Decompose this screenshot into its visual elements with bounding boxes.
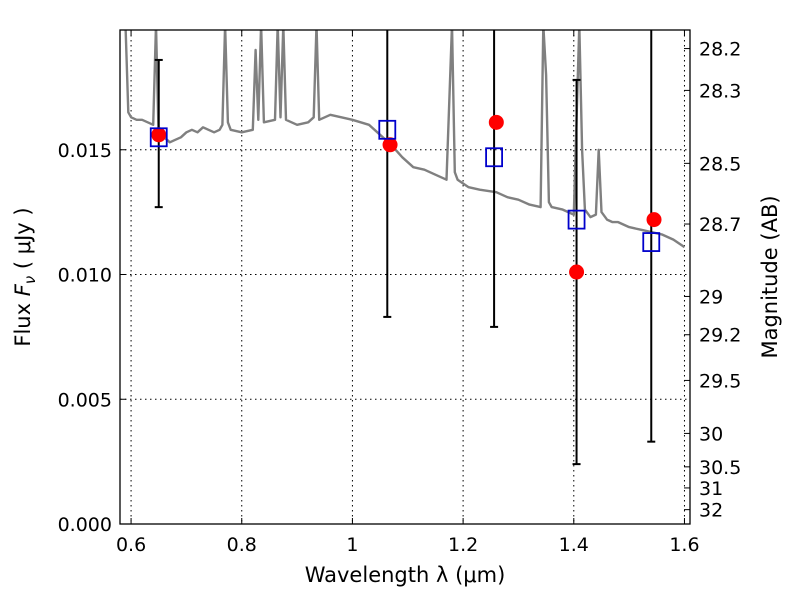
observed-point	[488, 114, 504, 130]
data-points	[149, 114, 662, 280]
observed-point	[151, 127, 167, 143]
x-tick-label: 1.2	[448, 534, 478, 556]
axis-ticks: 0.6 0.8 1 1.2 1.4 1.6 0.000 0.005 0.010 0.015 28.2…	[58, 30, 741, 556]
x-axis-label: Wavelength λ (μm)	[305, 563, 506, 587]
predicted-square	[378, 119, 397, 140]
observed-point	[646, 212, 662, 228]
y-axis-label-subscript: ν	[21, 276, 39, 284]
y2-tick-label: 28.3	[699, 80, 741, 102]
y-tick-label: 0.015	[58, 140, 112, 162]
y-tick-label: 0.000	[58, 514, 112, 536]
y-axis-label: Flux Fν ( μJy )	[11, 207, 39, 346]
x-tick-label: 0.6	[116, 534, 146, 556]
y2-tick-label: 29	[699, 286, 723, 308]
observed-point	[382, 137, 398, 153]
y2-tick-label: 29.5	[699, 370, 741, 392]
y2-tick-label: 28.7	[699, 214, 741, 236]
y-axis-label-symbol: F	[11, 283, 35, 296]
predicted-square	[485, 147, 503, 168]
y-tick-label: 0.010	[58, 265, 112, 287]
y2-tick-label: 30.5	[699, 457, 741, 479]
model-spectrum	[124, 30, 686, 249]
x-tick-label: 1.6	[669, 534, 699, 556]
y-tick-label: 0.005	[58, 389, 112, 411]
y-axis-label-prefix: Flux	[11, 296, 35, 346]
y-axis-label-suffix: ( μJy )	[11, 207, 35, 275]
y2-tick-label: 32	[699, 500, 723, 522]
x-tick-label: 1.4	[559, 534, 589, 556]
x-tick-label: 0.8	[227, 534, 257, 556]
plot-frame	[119, 29, 691, 525]
observed-point	[569, 264, 585, 280]
grid	[120, 30, 690, 525]
y2-tick-label: 28.2	[699, 39, 741, 61]
y2-tick-label: 29.2	[699, 325, 741, 347]
y2-tick-label: 31	[699, 478, 723, 500]
y2-axis-label: Magnitude (AB)	[758, 195, 782, 358]
y2-tick-label: 30	[699, 423, 723, 445]
y2-tick-label: 28.5	[699, 153, 741, 175]
predicted-square	[567, 209, 586, 230]
predicted-square	[149, 127, 168, 148]
model-spectrum-line	[124, 30, 686, 249]
predicted-square	[642, 232, 661, 252]
x-tick-label: 1	[346, 534, 358, 556]
